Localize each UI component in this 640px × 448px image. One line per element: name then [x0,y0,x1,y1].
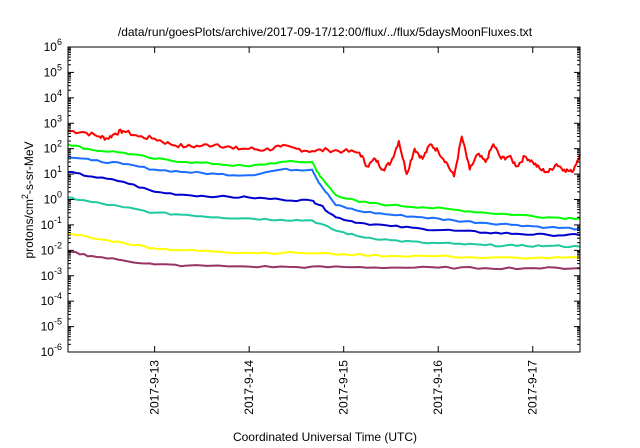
x-tick-label: 2017-9-15 [337,360,351,415]
y-tick-label: 10-4 [41,291,62,308]
y-tick-base: 10 [44,142,58,156]
y-tick-base: 10 [41,269,55,283]
y-tick-exp: 3 [57,113,62,123]
series-line [67,155,581,231]
x-tick-label: 2017-9-16 [431,360,445,415]
y-tick-base: 10 [41,320,55,334]
y-axis-label: protons/cm2-s-sr-MeV [20,141,36,258]
series-line [67,128,581,178]
x-tick-label: 2017-9-14 [242,360,256,415]
y-tick-label: 101 [44,164,62,181]
x-tick-label: 2017-9-13 [148,360,162,415]
x-tick-label: 2017-9-17 [526,360,540,415]
y-tick-exp: 0 [57,190,62,200]
y-tick-label: 105 [44,62,62,79]
y-tick-label: 103 [44,113,62,130]
y-tick-base: 10 [44,91,58,105]
y-tick-label: 10-6 [41,342,62,359]
plot-frame [67,46,581,353]
y-tick-base: 10 [44,65,58,79]
y-axis-label-suffix: -s-sr-MeV [22,141,36,194]
y-tick-base: 10 [44,193,58,207]
y-tick-label: 104 [44,88,62,105]
y-tick-exp: -3 [54,266,62,276]
series-line [67,231,581,260]
y-tick-base: 10 [44,40,58,54]
x-axis-ticks: 2017-9-13 2017-9-14 2017-9-15 2017-9-16 2017… [148,47,540,415]
y-tick-base: 10 [41,218,55,232]
series-line [67,170,581,237]
y-tick-base: 10 [41,294,55,308]
series-lines [67,128,581,271]
y-tick-exp: 1 [57,164,62,174]
svg-text:protons/cm2-s-sr-MeV: protons/cm2-s-sr-MeV [20,141,36,258]
series-line [67,143,581,220]
y-tick-label: 10-1 [41,215,62,232]
y-tick-base: 10 [44,167,58,181]
y-tick-label: 102 [44,139,62,156]
y-tick-exp: -6 [54,342,62,352]
y-tick-label: 10-3 [41,266,62,283]
y-tick-base: 10 [41,345,55,359]
y-tick-label: 10-2 [41,240,62,257]
y-tick-exp: -4 [54,291,62,301]
y-tick-label: 106 [44,37,62,54]
series-line [67,250,581,271]
x-axis-label: Coordinated Universal Time (UTC) [233,430,417,444]
y-tick-exp: 6 [57,37,62,47]
y-axis-label-prefix: protons/cm [22,199,36,258]
y-tick-exp: -5 [54,317,62,327]
y-tick-base: 10 [41,243,55,257]
y-tick-exp: -1 [54,215,62,225]
y-tick-exp: 2 [57,139,62,149]
chart-title: /data/run/goesPlots/archive/2017-09-17/1… [118,25,533,39]
y-tick-exp: 5 [57,62,62,72]
y-tick-label: 100 [44,190,62,207]
y-tick-label: 10-5 [41,317,62,334]
y-axis-label-sup: 2 [20,194,30,199]
y-tick-exp: -2 [54,240,62,250]
series-line [67,196,581,249]
y-axis-ticks: 10-610-510-410-310-210-11001011021031041… [41,37,580,359]
y-tick-base: 10 [44,116,58,130]
y-tick-exp: 4 [57,88,62,98]
